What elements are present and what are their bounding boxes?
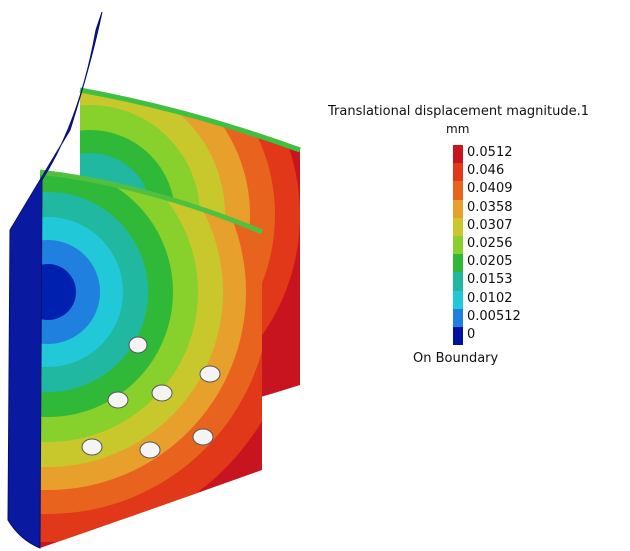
- legend-swatch: [453, 291, 463, 309]
- legend-swatch: [453, 327, 463, 345]
- legend-swatch: [453, 181, 463, 199]
- legend-label: 0.0512: [467, 145, 513, 160]
- legend-label: 0.046: [467, 163, 504, 178]
- legend-label: 0.0256: [467, 236, 513, 251]
- legend-title: Translational displacement magnitude.1: [328, 104, 589, 119]
- page: {"legend": {"title": "Translational disp…: [0, 0, 630, 551]
- legend-swatch: [453, 254, 463, 272]
- legend-swatch: [453, 309, 463, 327]
- legend-swatch: [453, 200, 463, 218]
- legend-swatch: [453, 236, 463, 254]
- legend-label: 0.0307: [467, 218, 513, 233]
- legend-label: 0: [467, 327, 475, 342]
- legend-footer: On Boundary: [413, 351, 498, 366]
- legend-swatch: [453, 272, 463, 290]
- legend-label: 0.0102: [467, 291, 513, 306]
- legend-unit: mm: [446, 122, 469, 136]
- legend-swatch: [453, 145, 463, 163]
- legend-swatch: [453, 218, 463, 236]
- model-view: [0, 0, 320, 551]
- legend-label: 0.0205: [467, 254, 513, 269]
- legend-label: 0.0153: [467, 272, 513, 287]
- legend-label: 0.0409: [467, 181, 513, 196]
- legend-label: 0.00512: [467, 309, 521, 324]
- legend-swatch: [453, 163, 463, 181]
- legend-label: 0.0358: [467, 200, 513, 215]
